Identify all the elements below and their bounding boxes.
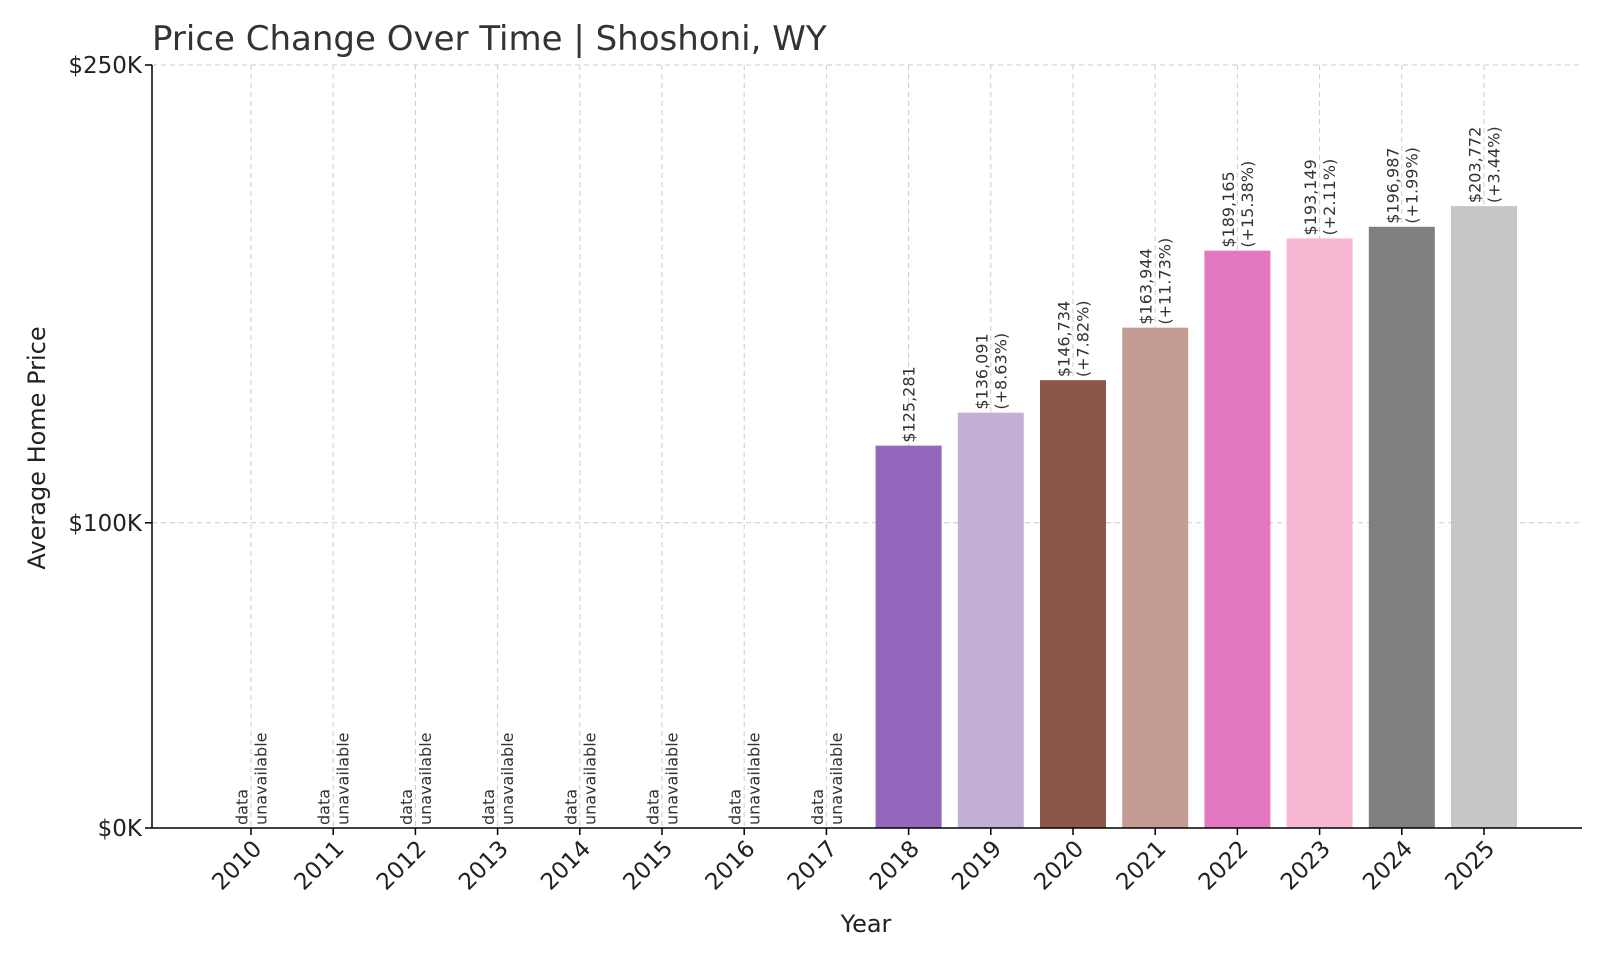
bar-2025 bbox=[1451, 206, 1517, 828]
y-axis-label: Average Home Price bbox=[23, 326, 51, 569]
bar-label-line: (+2.11%) bbox=[1320, 159, 1339, 236]
bar-label-line: unavailable bbox=[416, 733, 435, 826]
bar-label-line: (+1.99%) bbox=[1402, 147, 1421, 224]
bar-2021 bbox=[1122, 327, 1189, 828]
grid-layer bbox=[152, 64, 1582, 828]
y-tick-label: $0K bbox=[98, 816, 143, 842]
x-tick-label: 2014 bbox=[536, 836, 596, 896]
x-tick-label: 2025 bbox=[1440, 836, 1500, 896]
bar-label-2019: $136,091 (+8.63%) bbox=[972, 333, 1010, 410]
bar-label-line: data bbox=[726, 789, 745, 825]
x-tick-label: 2017 bbox=[783, 836, 843, 896]
bar-label-2023: $193,149 (+2.11%) bbox=[1301, 159, 1339, 236]
bar-label-2014: data unavailable bbox=[561, 733, 599, 826]
bar-label-line: unavailable bbox=[334, 733, 353, 826]
y-tick-label: $250K bbox=[68, 53, 143, 79]
bar-2018 bbox=[875, 445, 942, 828]
bar-label-line: $203,772 bbox=[1466, 127, 1485, 203]
bar-label-line: (+3.44%) bbox=[1485, 126, 1504, 203]
x-tick-label: 2021 bbox=[1112, 836, 1172, 896]
bar-label-2011: data unavailable bbox=[315, 733, 353, 826]
bar-2022 bbox=[1204, 250, 1271, 828]
bar-label-line: data bbox=[808, 789, 827, 825]
x-tick-label: 2011 bbox=[290, 836, 350, 896]
bar-label-line: data bbox=[561, 789, 580, 825]
x-tick-label: 2016 bbox=[701, 836, 761, 896]
bar-label-line: $136,091 bbox=[972, 333, 991, 409]
bar-label-2024: $196,987 (+1.99%) bbox=[1383, 147, 1421, 224]
bars-layer bbox=[875, 206, 1517, 829]
bar-label-2017: data unavailable bbox=[808, 733, 846, 826]
bar-label-2018: $125,281 bbox=[900, 366, 919, 442]
bar-label-line: (+8.63%) bbox=[991, 333, 1010, 410]
x-tick-label: 2012 bbox=[372, 836, 432, 896]
bar-label-line: unavailable bbox=[827, 733, 846, 826]
bar-label-2016: data unavailable bbox=[726, 733, 764, 826]
bar-label-line: $163,944 bbox=[1137, 248, 1156, 324]
x-tick-label: 2015 bbox=[618, 836, 678, 896]
bar-label-2022: $189,165 (+15.38%) bbox=[1219, 161, 1257, 248]
x-tick-label: 2019 bbox=[947, 836, 1007, 896]
bar-label-line: unavailable bbox=[580, 733, 599, 826]
bar-label-line: data bbox=[644, 789, 663, 825]
x-tick-label: 2010 bbox=[207, 836, 267, 896]
bar-label-line: $125,281 bbox=[900, 366, 919, 442]
bar-label-line: $193,149 bbox=[1301, 159, 1320, 235]
bar-label-line: unavailable bbox=[252, 733, 271, 826]
bar-labels-layer: data unavailable data unavailable data unavai… bbox=[233, 126, 1504, 825]
axes-layer bbox=[151, 65, 1582, 829]
x-tick-label: 2018 bbox=[865, 836, 925, 896]
bar-label-line: data bbox=[315, 789, 334, 825]
bar-label-line: $196,987 bbox=[1383, 147, 1402, 223]
bar-label-line: data bbox=[233, 789, 252, 825]
bar-label-2010: data unavailable bbox=[233, 733, 271, 826]
chart-title: Price Change Over Time | Shoshoni, WY bbox=[152, 19, 827, 59]
bar-label-line: (+11.73%) bbox=[1156, 238, 1175, 325]
bar-label-line: $146,734 bbox=[1055, 301, 1074, 377]
bar-2020 bbox=[1040, 380, 1106, 828]
bar-label-line: data bbox=[397, 789, 416, 825]
x-tick-label: 2024 bbox=[1358, 836, 1418, 896]
bar-label-line: (+7.82%) bbox=[1074, 300, 1093, 377]
bar-label-2015: data unavailable bbox=[644, 733, 682, 826]
bar-label-line: $189,165 bbox=[1219, 171, 1238, 247]
bar-label-line: unavailable bbox=[663, 733, 682, 826]
bar-label-2013: data unavailable bbox=[479, 733, 517, 826]
bar-label-2021: $163,944 (+11.73%) bbox=[1137, 238, 1175, 325]
x-tick-label: 2020 bbox=[1029, 836, 1089, 896]
y-tick-label: $100K bbox=[68, 511, 143, 537]
x-axis-label: Year bbox=[840, 910, 892, 938]
bar-label-2025: $203,772 (+3.44%) bbox=[1466, 126, 1504, 203]
x-tick-label: 2023 bbox=[1276, 836, 1336, 896]
bar-label-2020: $146,734 (+7.82%) bbox=[1055, 300, 1093, 377]
ticks-layer: $0K $100K $250K 2010 2011 2012 2013 2014 2015 201… bbox=[68, 53, 1500, 896]
bar-label-line: data bbox=[479, 789, 498, 825]
x-tick-label: 2022 bbox=[1194, 836, 1254, 896]
bar-2019 bbox=[957, 412, 1024, 828]
bar-label-line: unavailable bbox=[745, 733, 764, 826]
bar-2024 bbox=[1368, 226, 1435, 829]
x-tick-label: 2013 bbox=[454, 836, 514, 896]
bar-label-line: (+15.38%) bbox=[1238, 161, 1257, 248]
bar-2023 bbox=[1286, 238, 1353, 828]
bar-label-2012: data unavailable bbox=[397, 733, 435, 826]
bar-label-line: unavailable bbox=[498, 733, 517, 826]
